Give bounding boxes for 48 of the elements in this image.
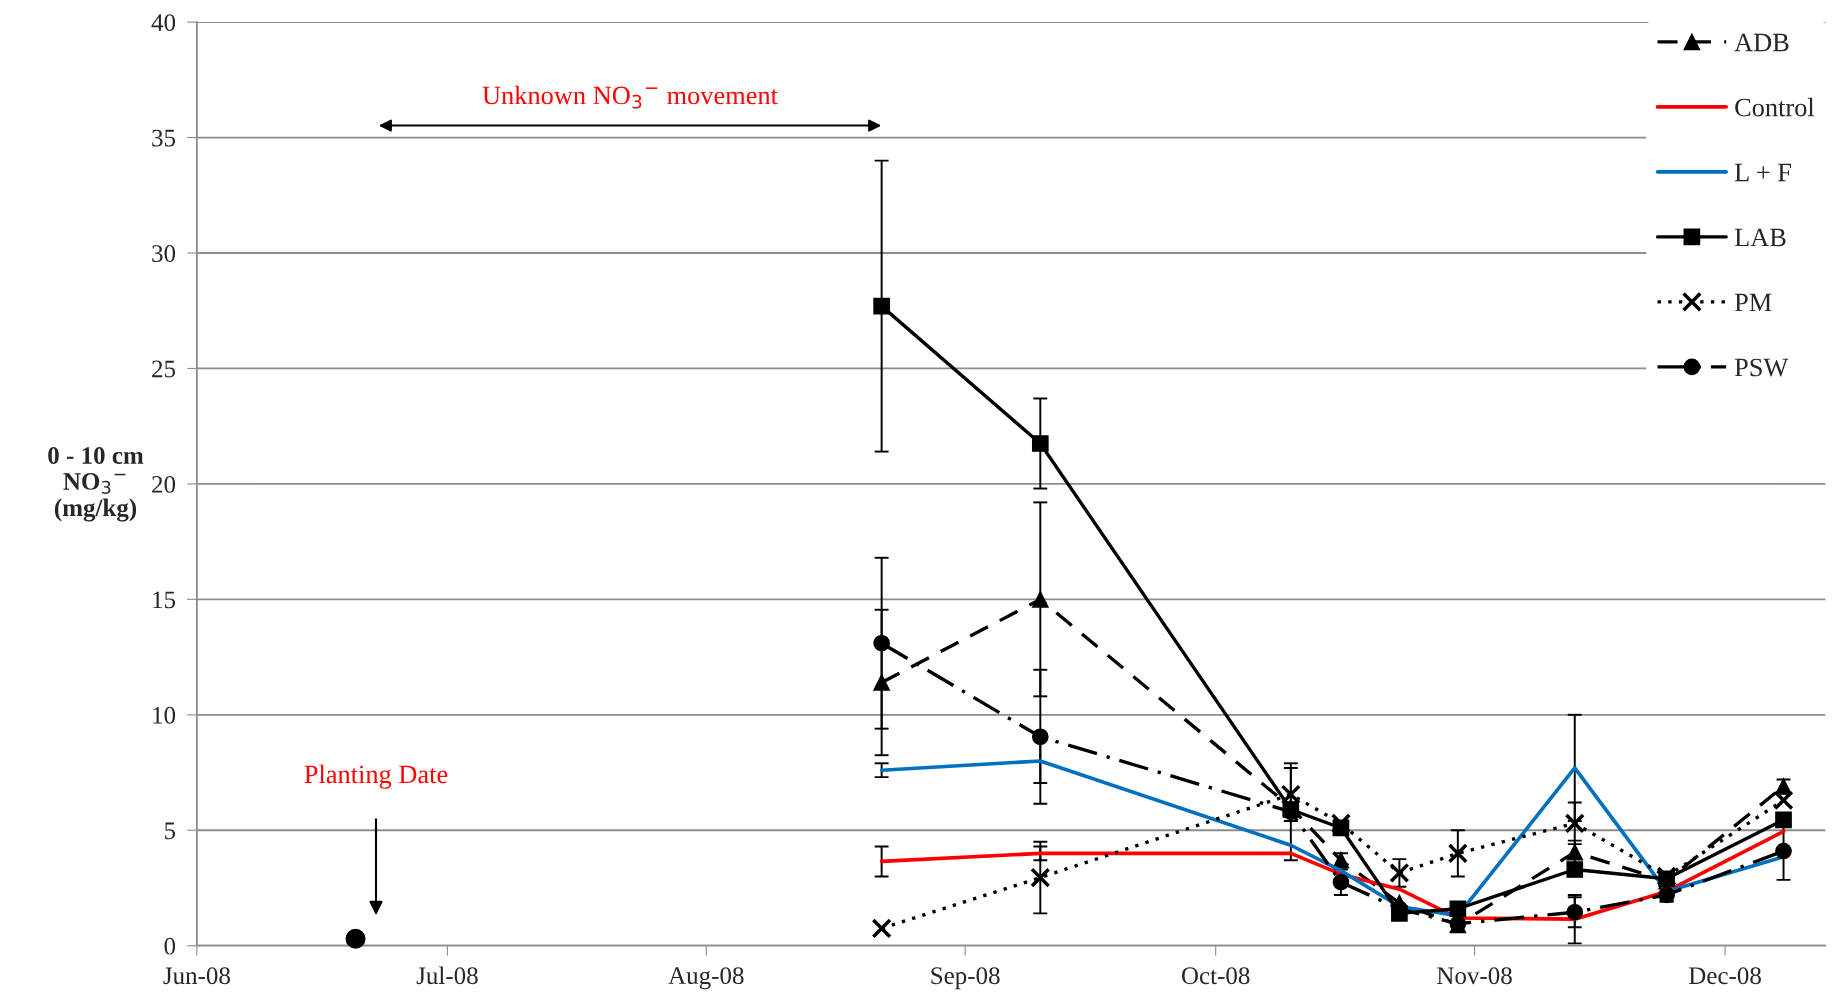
point <box>1330 813 1352 834</box>
x-tick-label: Aug-08 <box>668 967 744 990</box>
point <box>1280 784 1301 805</box>
point <box>1389 862 1410 884</box>
x-tick-label: Dec-08 <box>1689 967 1761 985</box>
point <box>1658 886 1675 904</box>
annotation: Planting Date <box>304 764 448 789</box>
y-tick-label: 5 <box>165 822 176 840</box>
point <box>1031 591 1049 608</box>
y-tick-label: 25 <box>152 360 176 378</box>
x-tick-label: Jul-08 <box>416 966 478 985</box>
point <box>873 634 890 652</box>
x-tick-label: Sep-08 <box>931 967 1000 990</box>
text: 0 - 10 cm NO$_{3}$$^{−}$ (mg/kg) <box>48 447 144 522</box>
legend-label: LAB <box>1734 228 1786 247</box>
legend-label: PSW <box>1734 358 1789 377</box>
y-tick-label: 35 <box>152 129 176 147</box>
y-tick-label: 20 <box>152 475 176 493</box>
y-tick-label: 40 <box>151 14 176 32</box>
point <box>1773 790 1794 811</box>
y-tick-label: 10 <box>153 706 176 724</box>
point <box>1332 873 1350 891</box>
point <box>873 674 890 691</box>
legend-label: L + F <box>1734 163 1792 182</box>
point <box>1566 861 1584 878</box>
annotation: Unknown NO$_{3}$$^{−}$ movement <box>482 85 778 109</box>
point <box>1564 813 1585 834</box>
x-tick-label: Oct-08 <box>1181 967 1250 985</box>
point <box>1030 867 1051 888</box>
legend-label: PM <box>1734 293 1772 312</box>
point <box>1566 903 1584 921</box>
point <box>1449 900 1467 918</box>
legend-label: Control <box>1735 97 1815 117</box>
point <box>1775 811 1792 829</box>
point <box>1566 843 1584 861</box>
point <box>345 928 366 949</box>
point <box>1031 728 1049 746</box>
x-tick-label: Jun-08 <box>163 967 230 985</box>
point <box>873 297 890 315</box>
point <box>871 918 892 939</box>
point <box>1775 842 1792 860</box>
y-tick-label: 15 <box>153 591 176 609</box>
x-tick-label: Nov-08 <box>1437 967 1512 985</box>
y-tick-label: 30 <box>152 245 176 262</box>
legend-label: ADB <box>1734 33 1789 52</box>
point <box>1447 843 1468 864</box>
y-tick-label: 0 <box>164 937 176 955</box>
point <box>1031 435 1049 452</box>
